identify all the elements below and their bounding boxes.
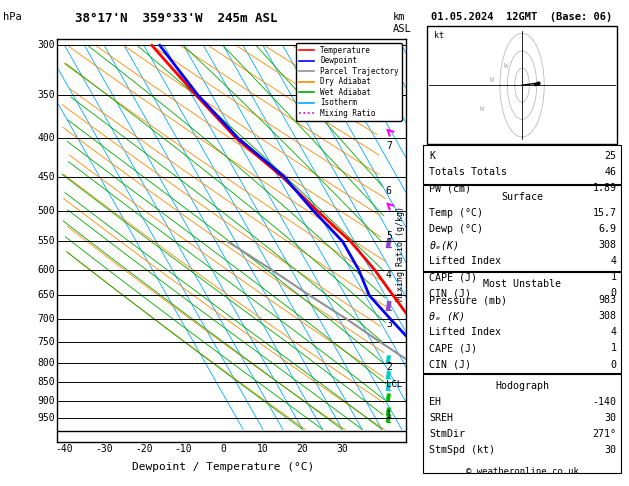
- Text: 4: 4: [611, 256, 616, 266]
- Text: 3: 3: [386, 319, 392, 329]
- Text: 4: 4: [611, 328, 616, 337]
- Text: hPa: hPa: [3, 12, 22, 22]
- Text: W: W: [504, 63, 508, 69]
- Text: 1: 1: [611, 272, 616, 282]
- Text: 0: 0: [611, 360, 616, 369]
- Bar: [423, 374, 621, 473]
- Text: StmDir: StmDir: [430, 429, 465, 439]
- Text: 6.9: 6.9: [599, 224, 616, 234]
- Text: 800: 800: [37, 358, 55, 368]
- Text: 550: 550: [37, 237, 55, 246]
- Text: 500: 500: [37, 206, 55, 216]
- Text: 1: 1: [611, 344, 616, 353]
- Text: 4: 4: [386, 270, 392, 280]
- Text: 1.89: 1.89: [593, 183, 616, 193]
- Text: 10: 10: [257, 444, 269, 454]
- Text: Hodograph: Hodograph: [495, 381, 549, 391]
- Text: 650: 650: [37, 291, 55, 300]
- Bar: [423, 272, 621, 373]
- Text: CAPE (J): CAPE (J): [430, 344, 477, 353]
- Text: 950: 950: [37, 413, 55, 423]
- Text: Lifted Index: Lifted Index: [430, 256, 501, 266]
- Text: θₑ (K): θₑ (K): [430, 312, 465, 321]
- Bar: [423, 145, 621, 184]
- Text: W: W: [480, 106, 484, 112]
- Text: 30: 30: [337, 444, 348, 454]
- Text: Totals Totals: Totals Totals: [430, 167, 508, 177]
- Text: -30: -30: [96, 444, 113, 454]
- Text: PW (cm): PW (cm): [430, 183, 472, 193]
- Text: 46: 46: [604, 167, 616, 177]
- Text: 300: 300: [37, 40, 55, 51]
- Text: CAPE (J): CAPE (J): [430, 272, 477, 282]
- Text: Pressure (mb): Pressure (mb): [430, 295, 508, 305]
- Text: 01.05.2024  12GMT  (Base: 06): 01.05.2024 12GMT (Base: 06): [431, 12, 613, 22]
- Bar: [423, 185, 621, 271]
- Text: Lifted Index: Lifted Index: [430, 328, 501, 337]
- Text: 25: 25: [604, 151, 616, 161]
- Text: 400: 400: [37, 134, 55, 143]
- Text: 0: 0: [611, 288, 616, 298]
- Text: 30: 30: [604, 445, 616, 455]
- Text: ASL: ASL: [393, 24, 412, 35]
- Text: Dewpoint / Temperature (°C): Dewpoint / Temperature (°C): [132, 462, 314, 472]
- Text: km: km: [393, 12, 406, 22]
- Text: 983: 983: [599, 295, 616, 305]
- Text: 7: 7: [386, 141, 392, 152]
- Text: 700: 700: [37, 314, 55, 325]
- Text: SREH: SREH: [430, 413, 454, 423]
- Text: W: W: [490, 77, 494, 84]
- Text: 0: 0: [220, 444, 226, 454]
- Text: θₑ(K): θₑ(K): [430, 240, 459, 250]
- Text: 8: 8: [386, 90, 392, 100]
- Text: Temp (°C): Temp (°C): [430, 208, 484, 218]
- Text: 308: 308: [599, 240, 616, 250]
- Legend: Temperature, Dewpoint, Parcel Trajectory, Dry Adiabat, Wet Adiabat, Isotherm, Mi: Temperature, Dewpoint, Parcel Trajectory…: [296, 43, 402, 121]
- Text: LCL: LCL: [386, 380, 402, 389]
- Text: 2: 2: [386, 362, 392, 372]
- Text: 5: 5: [386, 230, 392, 241]
- Text: StmSpd (kt): StmSpd (kt): [430, 445, 496, 455]
- Text: kt: kt: [433, 31, 443, 40]
- Text: -140: -140: [593, 397, 616, 407]
- Text: CIN (J): CIN (J): [430, 288, 472, 298]
- Text: 350: 350: [37, 90, 55, 100]
- Text: Mixing Ratio (g/kg): Mixing Ratio (g/kg): [396, 206, 406, 300]
- Text: CIN (J): CIN (J): [430, 360, 472, 369]
- Text: K: K: [430, 151, 435, 161]
- Text: Surface: Surface: [501, 192, 543, 202]
- Text: -40: -40: [56, 444, 74, 454]
- Text: -10: -10: [175, 444, 192, 454]
- Text: 600: 600: [37, 264, 55, 275]
- Bar: [428, 26, 616, 144]
- Text: 900: 900: [37, 396, 55, 406]
- Text: 1: 1: [386, 410, 392, 420]
- Text: 750: 750: [37, 337, 55, 347]
- Text: 850: 850: [37, 377, 55, 387]
- Text: 450: 450: [37, 172, 55, 182]
- Text: -20: -20: [135, 444, 153, 454]
- Text: 15.7: 15.7: [593, 208, 616, 218]
- Text: Most Unstable: Most Unstable: [483, 279, 561, 289]
- Text: 6: 6: [386, 186, 392, 195]
- Text: 308: 308: [599, 312, 616, 321]
- Text: © weatheronline.co.uk: © weatheronline.co.uk: [465, 468, 579, 476]
- Text: 20: 20: [297, 444, 308, 454]
- Text: 38°17'N  359°33'W  245m ASL: 38°17'N 359°33'W 245m ASL: [75, 12, 278, 25]
- Text: Dewp (°C): Dewp (°C): [430, 224, 484, 234]
- Text: 30: 30: [604, 413, 616, 423]
- Text: EH: EH: [430, 397, 442, 407]
- Text: 271°: 271°: [593, 429, 616, 439]
